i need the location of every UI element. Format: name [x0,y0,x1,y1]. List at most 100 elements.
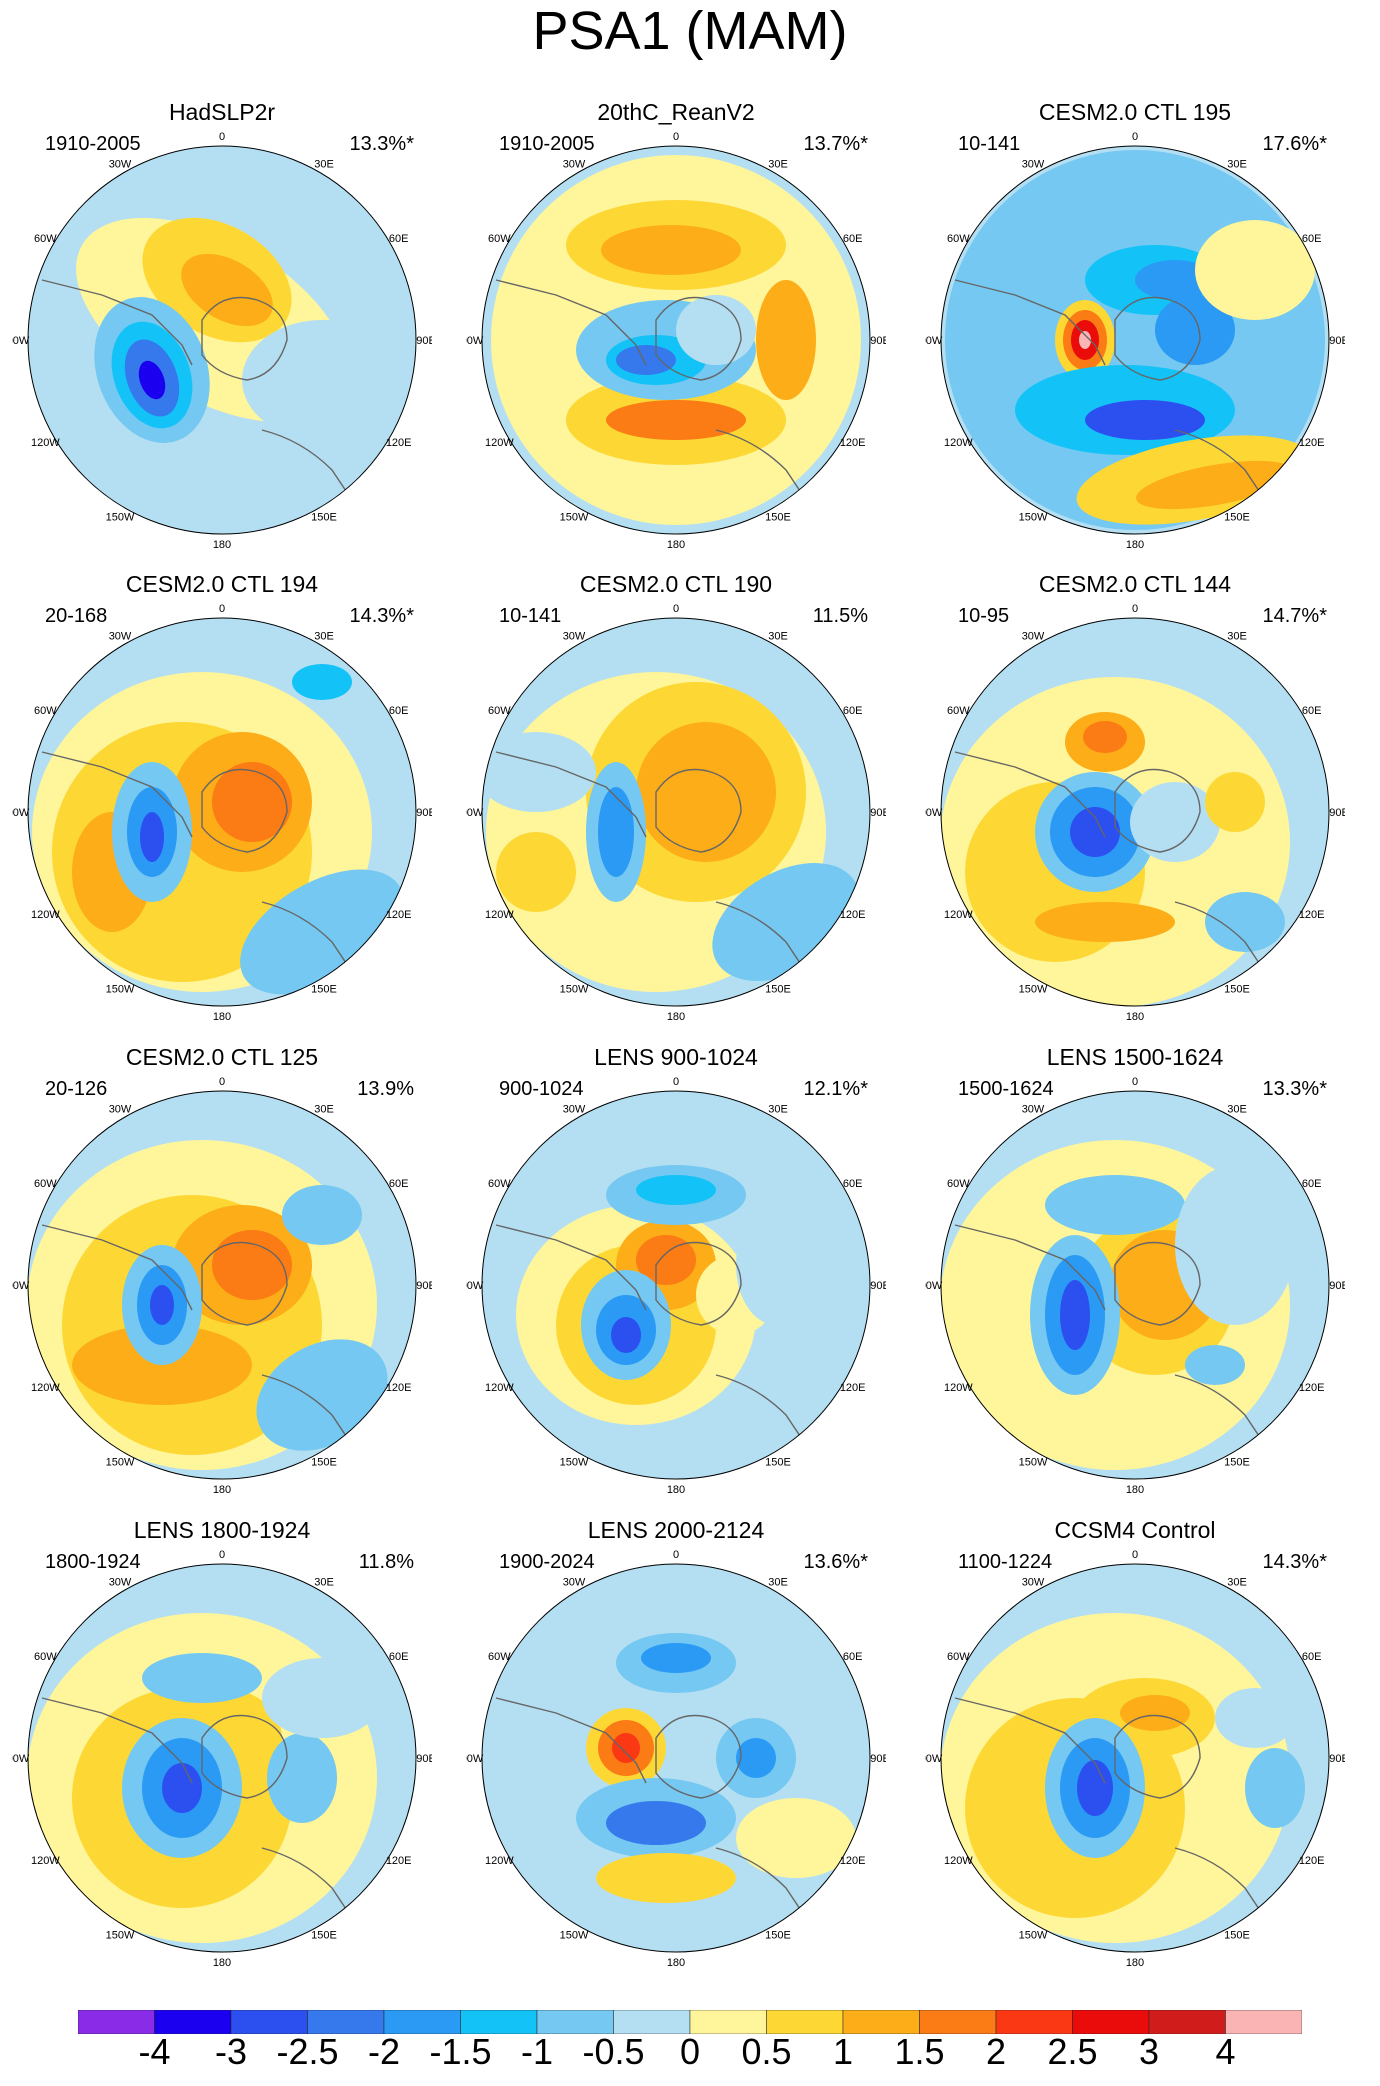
longitude-label: 60W [488,1178,511,1190]
contour-region [496,832,576,912]
panel-variance: 17.6%* [1262,133,1328,155]
contour-region [1079,331,1091,349]
contour-region [641,1643,711,1673]
longitude-label: 90E [416,807,432,819]
longitude-label: 150E [1224,984,1250,996]
longitude-label: 30E [314,1103,334,1115]
panel-variance: 13.7%* [803,133,869,155]
south-america-coastline [495,1224,647,1311]
longitude-label: 150E [311,1930,337,1942]
map-border [940,1563,1330,1953]
south-america-coastline [41,279,193,366]
longitude-label: 150E [765,984,791,996]
contour-region [162,1763,202,1813]
colorbar-label: 2.5 [1047,2031,1098,2072]
polar-map: 0 30E 60E 90E 120E 150E 180 150W 120W 90W 60W 30W [466,131,886,551]
colorbar [78,2010,1302,2034]
longitude-label: 150W [1019,1457,1048,1469]
longitude-label: 90W [12,1280,30,1292]
contour-region [1035,902,1175,942]
colorbar-swatch [536,2010,614,2034]
south-america-coastline [495,751,647,838]
panel-title: HadSLP2r [168,99,276,125]
polar-map: 0 30E 60E 90E 120E 150E 180 150W 120W 90W 60W 30W [925,1549,1345,1969]
longitude-label: 90E [1329,1280,1345,1292]
longitude-label: 120E [386,1855,412,1867]
longitude-label: 0 [673,603,679,615]
panel-title: LENS 1500-1624 [1046,1044,1224,1070]
south-america-coastline [41,1697,193,1784]
south-america-coastline [41,1224,193,1311]
colorbar-label: -1.5 [429,2031,492,2072]
longitude-label: 60W [34,233,57,245]
longitude-label: 120W [31,1382,60,1394]
longitude-label: 60E [1302,1178,1322,1190]
polar-map: 0 30E 60E 90E 120E 150E 180 150W 120W 90W 60W 30W [12,131,432,551]
longitude-label: 90W [12,335,30,347]
longitude-label: 150E [1224,1930,1250,1942]
longitude-label: 30E [314,158,334,170]
contour-region [606,400,746,440]
panel-variance: 14.3%* [1262,1551,1328,1573]
longitude-label: 60W [488,233,511,245]
contour-region [256,1339,388,1451]
colorbar-label: -3 [214,2031,247,2072]
longitude-label: 150W [560,984,589,996]
longitude-label: 120W [944,909,973,921]
longitude-label: 120W [944,1382,973,1394]
longitude-label: 30W [1022,158,1045,170]
longitude-label: 60E [389,1178,409,1190]
antarctica-coastline [201,296,288,381]
longitude-label: 0 [1132,603,1138,615]
panel-title: LENS 2000-2124 [587,1517,765,1543]
antarctica-coastline [655,1714,742,1799]
colorbar-label: 1.5 [894,2031,945,2072]
longitude-label: 120W [485,1382,514,1394]
longitude-label: 60E [389,1651,409,1663]
panel-variance: 13.3%* [349,133,415,155]
longitude-label: 120E [386,437,412,449]
contour-region [1120,1695,1190,1731]
contour-region [1077,1760,1113,1816]
map-panel: LENS 1500-1624 1500-1624 13.3%* 0 30E 60E 90E 1… [925,1043,1345,1513]
contour-region [138,360,166,400]
antarctica-coastline [1114,1714,1201,1799]
colorbar-label: -2 [367,2031,400,2072]
longitude-label: 0 [673,1549,679,1561]
longitude-label: 30E [1227,1576,1247,1588]
contour-region [292,664,352,700]
contour-region [636,1175,716,1205]
contour-region [596,1853,736,1903]
longitude-label: 180 [667,1484,685,1496]
contour-region [606,1801,706,1845]
map-panel: LENS 1800-1924 1800-1924 11.8% 0 30E 60E 90E 12… [12,1516,432,1986]
antarctica-coastline [201,1241,288,1326]
longitude-label: 30W [563,630,586,642]
panel-years: 20-126 [45,1078,108,1100]
longitude-label: 30E [314,630,334,642]
contour-region [1070,807,1120,857]
longitude-label: 120E [840,909,866,921]
panel-years: 1800-1924 [45,1551,141,1573]
polar-map: 0 30E 60E 90E 120E 150E 180 150W 120W 90W 60W 30W [12,1076,432,1496]
longitude-label: 90W [12,1753,30,1765]
longitude-label: 150E [765,512,791,524]
longitude-label: 120E [1299,1855,1325,1867]
longitude-label: 30E [314,1576,334,1588]
panel-years: 20-168 [45,605,108,627]
panel-variance: 13.9% [357,1078,414,1100]
colorbar-swatch [383,2010,461,2034]
longitude-label: 120W [485,909,514,921]
panel-variance: 12.1%* [803,1078,869,1100]
longitude-label: 150W [1019,512,1048,524]
longitude-label: 90W [466,807,484,819]
longitude-label: 0 [1132,131,1138,143]
polar-map: 0 30E 60E 90E 120E 150E 180 150W 120W 90W 60W 30W [466,603,886,1023]
longitude-label: 30E [1227,630,1247,642]
longitude-label: 120W [31,437,60,449]
contour-region [267,1733,337,1823]
contour-region [142,1653,262,1703]
panel-years: 10-141 [958,133,1021,155]
contour-region [612,1733,640,1763]
